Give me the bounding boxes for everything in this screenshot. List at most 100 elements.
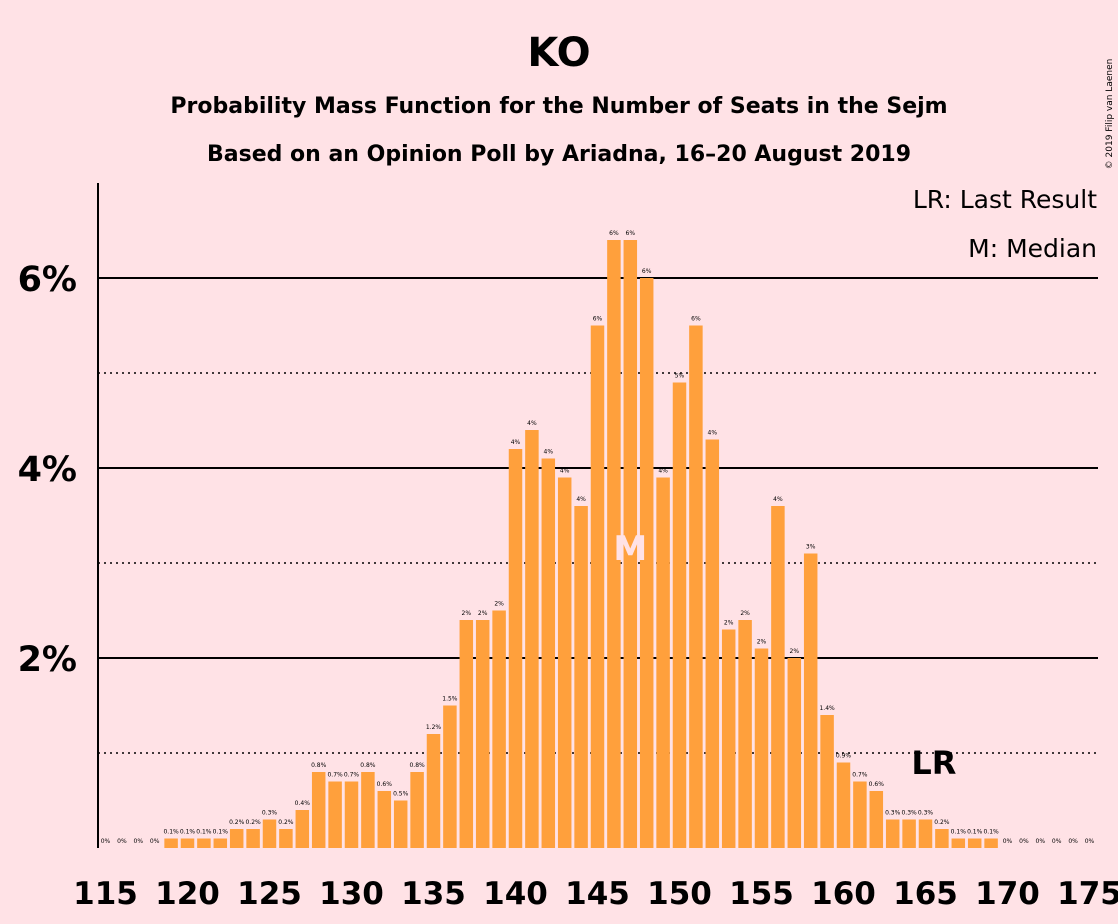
x-tick-label-170: 170 [975,876,1040,912]
bar-label-175: 0% [1085,838,1095,845]
bar-124 [246,829,260,848]
bar-134 [410,772,424,848]
bar-132 [377,791,392,848]
x-axis: 115 120 125 130 135 140 145 150 155 160 165 170 175 [73,876,1118,912]
y-tick-label-6: 6% [18,260,77,300]
bar-label-131: 0.8% [360,762,376,769]
bar-label-148: 6% [642,268,652,275]
bar-label-116: 0% [117,838,127,845]
bar-label-164: 0.3% [901,810,917,817]
bar-125 [262,819,277,848]
bar-label-156: 4% [773,496,783,503]
x-tick-label-160: 160 [811,876,876,912]
bar-label-149: 4% [658,468,668,475]
last-result-marker: LR [911,744,956,782]
bar-156 [771,506,785,848]
bar-label-150: 5% [675,373,685,380]
bar-label-118: 0% [150,838,160,845]
bar-label-138: 2% [478,610,488,617]
bar-140 [508,449,523,848]
bar-label-162: 0.6% [869,781,885,788]
bar-label-152: 4% [708,430,718,437]
bar-label-133: 0.5% [393,791,409,798]
bar-121 [197,838,211,848]
bar-159 [820,715,834,848]
bar-141 [525,430,539,848]
bar-label-141: 4% [527,420,537,427]
bar-150 [672,382,687,848]
bar-157 [787,658,802,848]
bar-151 [689,325,703,848]
bar-133 [393,800,408,848]
chart-subtitle-1: Probability Mass Function for the Number… [170,94,947,119]
bar-label-145: 6% [593,316,603,323]
bar-label-134: 0.8% [409,762,425,769]
x-tick-label-145: 145 [565,876,630,912]
bar-label-144: 4% [576,496,586,503]
median-marker: M [613,529,647,569]
legend-last-result: LR: Last Result [913,185,1097,214]
bar-143 [557,477,572,848]
copyright-text: © 2019 Filip van Laenen [1105,59,1115,170]
bar-120 [180,838,195,848]
bar-119 [164,838,178,848]
bar-label-155: 2% [757,639,767,646]
bar-label-158: 3% [806,544,816,551]
bar-122 [213,838,228,848]
bar-164 [902,819,916,848]
bar-148 [639,278,654,848]
bar-165 [918,819,933,848]
bar-127 [295,810,310,848]
bar-158 [803,553,818,848]
bar-label-132: 0.6% [377,781,393,788]
x-tick-label-150: 150 [647,876,712,912]
bar-136 [443,705,457,848]
bar-label-140: 4% [511,439,521,446]
bar-label-163: 0.3% [885,810,901,817]
bar-label-123: 0.2% [229,819,245,826]
bar-label-147: 6% [626,230,636,237]
x-tick-label-165: 165 [893,876,958,912]
bar-label-139: 2% [494,601,504,608]
bar-label-161: 0.7% [852,772,868,779]
x-tick-label-175: 175 [1057,876,1118,912]
chart-subtitle-2: Based on an Opinion Poll by Ariadna, 16–… [207,142,911,167]
bar-label-159: 1.4% [819,705,835,712]
bar-147 [623,240,638,848]
bar-label-122: 0.1% [213,829,229,836]
bar-label-135: 1.2% [426,724,442,731]
bar-137 [459,620,474,848]
bar-label-143: 4% [560,468,570,475]
chart-title: KO [527,30,590,76]
bar-label-136: 1.5% [442,696,458,703]
bar-162 [869,791,884,848]
bar-label-137: 2% [462,610,472,617]
bar-167 [951,838,966,848]
bar-label-130: 0.7% [344,772,360,779]
y-tick-label-2: 2% [18,640,77,680]
x-tick-label-120: 120 [155,876,220,912]
bar-163 [885,819,900,848]
bar-144 [574,506,588,848]
bar-160 [836,762,851,848]
bar-168 [967,838,982,848]
bar-label-120: 0.1% [180,829,196,836]
bar-139 [492,610,506,848]
bar-label-125: 0.3% [262,810,278,817]
bar-label-121: 0.1% [196,829,212,836]
bar-label-157: 2% [790,648,800,655]
bar-label-142: 4% [544,449,554,456]
bar-label-166: 0.2% [934,819,950,826]
bar-label-126: 0.2% [278,819,294,826]
bar-label-117: 0% [134,838,144,845]
y-tick-label-4: 4% [18,450,77,490]
bar-label-173: 0% [1052,838,1062,845]
bar-label-154: 2% [740,610,750,617]
bar-label-174: 0% [1068,838,1078,845]
bar-138 [475,620,490,848]
bar-154 [738,620,752,848]
bar-label-119: 0.1% [163,829,179,836]
bar-label-172: 0% [1036,838,1046,845]
bars [164,240,998,848]
